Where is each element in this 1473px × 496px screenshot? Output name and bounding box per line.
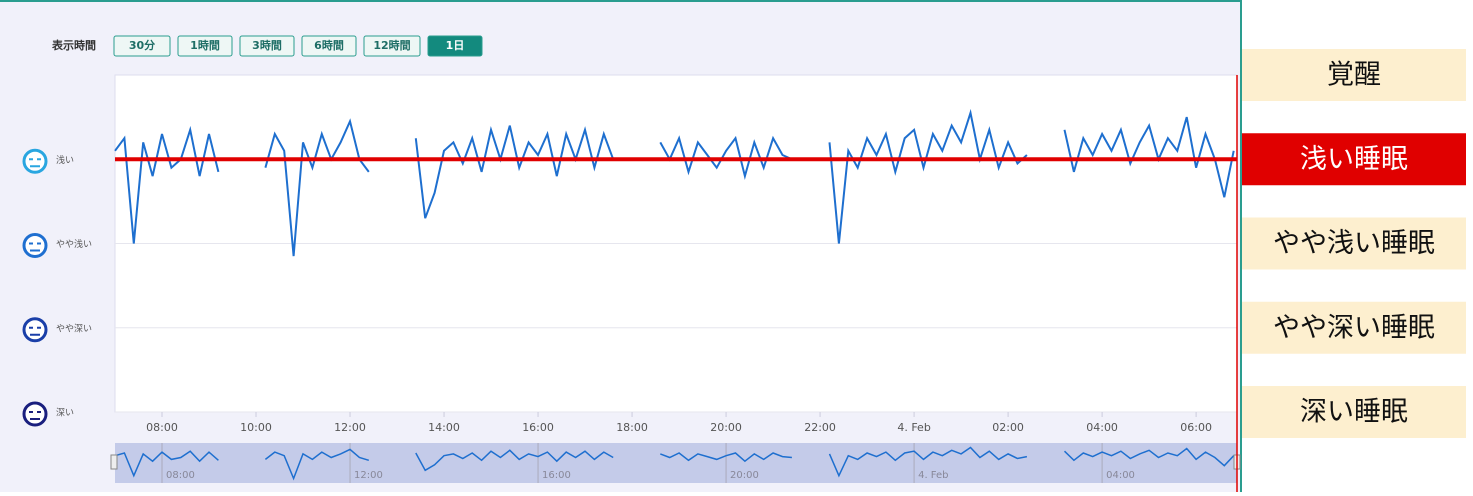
level-box <box>1242 133 1466 186</box>
level-box <box>1242 217 1466 270</box>
x-tick-label: 08:00 <box>146 421 178 434</box>
x-tick-label: 14:00 <box>428 421 460 434</box>
y-tick-label: 浅い <box>56 154 74 166</box>
time-button-label[interactable]: 1時間 <box>190 38 220 52</box>
x-tick-label: 06:00 <box>1180 421 1212 434</box>
mood-icon-face <box>29 242 41 252</box>
level-label: 浅い睡眠 <box>1300 144 1408 175</box>
navigator-tick-label: 16:00 <box>542 470 571 481</box>
navigator-line <box>114 446 1235 481</box>
mood-icon-face <box>29 158 41 168</box>
x-tick-label: 18:00 <box>616 421 648 434</box>
time-button-label[interactable]: 3時間 <box>252 38 282 52</box>
mood-icon <box>22 233 48 258</box>
navigator-tick-label: 04:00 <box>1106 470 1135 481</box>
x-tick-label: 4. Feb <box>897 421 930 434</box>
sleep-line <box>114 108 1235 257</box>
mood-icon-face <box>29 326 41 336</box>
time-button-label[interactable]: 1日 <box>446 39 465 52</box>
time-button-label[interactable]: 12時間 <box>373 38 410 52</box>
navigator-tick-label: 08:00 <box>166 470 195 481</box>
x-tick-label: 22:00 <box>804 421 836 434</box>
controls-label: 表示時間 <box>51 38 96 52</box>
navigator-tick-label: 20:00 <box>730 470 759 481</box>
y-tick-label: やや深い <box>56 323 92 334</box>
mood-icon-face <box>29 411 41 420</box>
time-button[interactable] <box>177 35 233 57</box>
time-button-label[interactable]: 30分 <box>129 38 155 52</box>
x-tick-label: 12:00 <box>334 421 366 434</box>
time-button[interactable] <box>301 35 357 57</box>
level-label: やや浅い睡眠 <box>1273 228 1435 259</box>
x-tick-label: 04:00 <box>1086 421 1118 434</box>
level-label: やや深い睡眠 <box>1273 312 1435 343</box>
time-button[interactable] <box>239 35 295 57</box>
navigator-tick-label: 12:00 <box>354 470 383 481</box>
level-box <box>1242 301 1466 354</box>
x-tick-label: 16:00 <box>522 421 554 434</box>
level-box <box>1242 386 1466 438</box>
x-tick-label: 02:00 <box>992 421 1024 434</box>
level-box <box>1242 49 1466 101</box>
time-button-label[interactable]: 6時間 <box>314 38 344 52</box>
level-label: 覚醒 <box>1327 60 1381 91</box>
mood-icon <box>22 148 48 174</box>
x-tick-label: 20:00 <box>710 421 742 434</box>
y-tick-label: 深い <box>56 408 74 419</box>
time-button[interactable] <box>113 35 171 57</box>
mood-icon <box>22 401 48 427</box>
y-tick-label: やや浅い <box>56 238 92 250</box>
time-button[interactable] <box>427 35 483 57</box>
level-label: 深い睡眠 <box>1300 397 1408 428</box>
navigator-tick-label: 4. Feb <box>918 470 948 481</box>
mood-icon <box>22 317 48 343</box>
navigator <box>115 443 1237 483</box>
navigator-handle[interactable] <box>110 454 118 470</box>
time-button[interactable] <box>363 35 421 57</box>
x-tick-label: 10:00 <box>240 421 272 434</box>
